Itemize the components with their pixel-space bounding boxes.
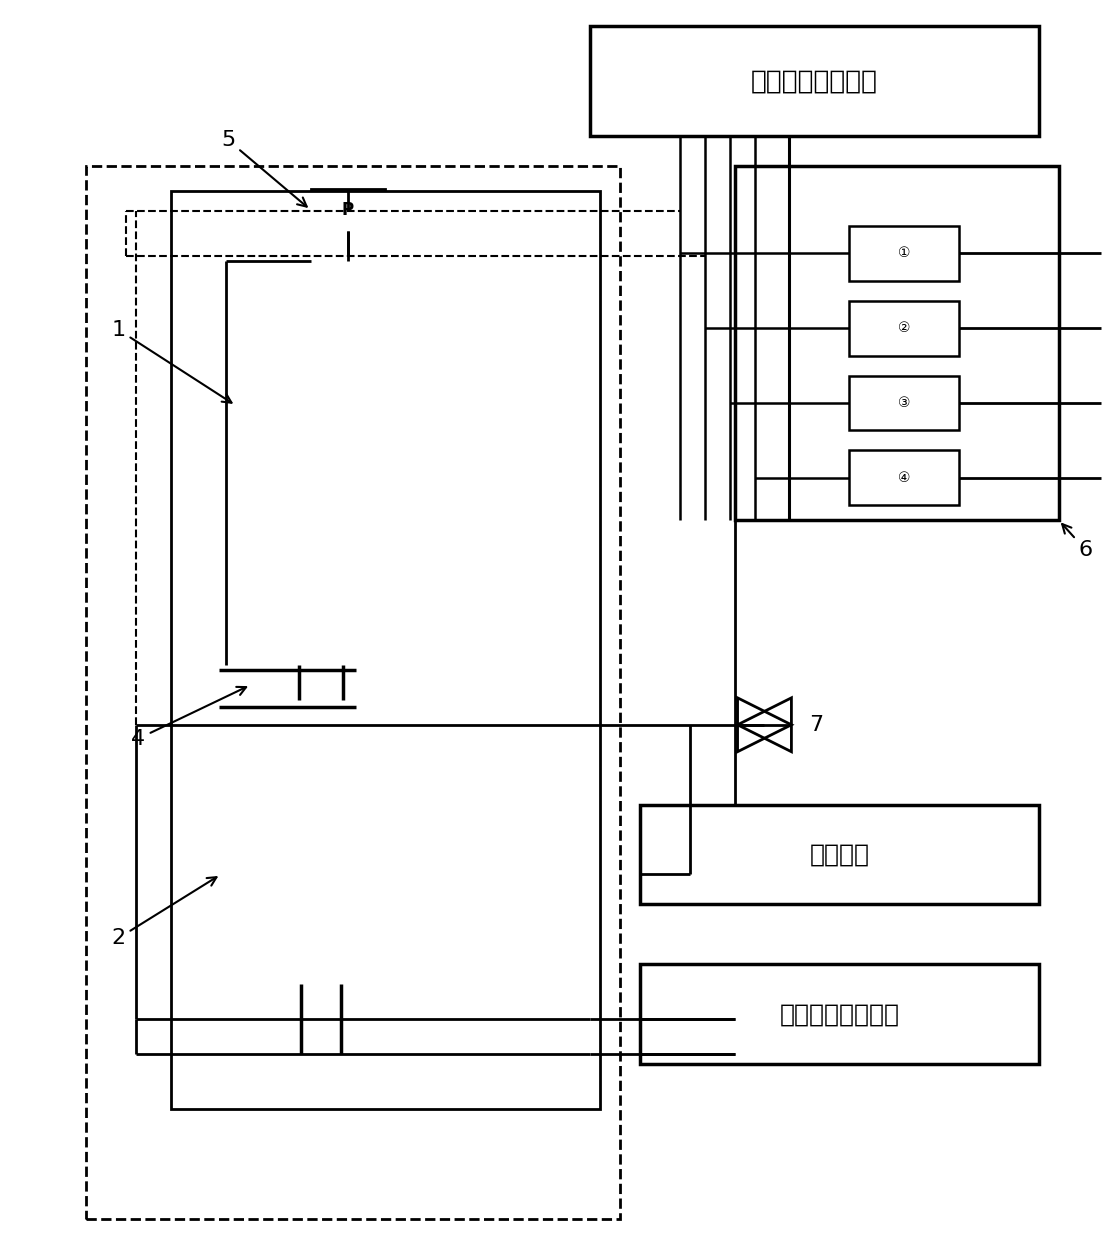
Bar — [849, 451, 960, 506]
Bar — [590, 26, 1039, 136]
Text: 4: 4 — [131, 686, 246, 749]
Bar — [849, 375, 960, 430]
Text: ②: ② — [898, 321, 910, 335]
Text: 2: 2 — [111, 877, 217, 949]
Bar — [311, 190, 385, 231]
Ellipse shape — [211, 695, 430, 984]
Bar — [735, 166, 1059, 521]
FancyBboxPatch shape — [236, 261, 436, 665]
Text: 光纤景象处理单元: 光纤景象处理单元 — [780, 1003, 899, 1027]
Bar — [849, 301, 960, 355]
Text: 5: 5 — [221, 131, 307, 207]
Bar — [640, 804, 1039, 905]
Text: 数据监控处理单元: 数据监控处理单元 — [751, 68, 878, 94]
Bar — [849, 226, 960, 281]
Text: 7: 7 — [810, 715, 823, 734]
Bar — [171, 191, 600, 1109]
Text: ①: ① — [898, 246, 910, 260]
Text: P: P — [342, 201, 354, 218]
Text: 6: 6 — [1062, 525, 1092, 560]
Text: 1: 1 — [111, 320, 231, 403]
Bar — [640, 964, 1039, 1064]
Bar — [86, 166, 620, 1219]
Text: ④: ④ — [898, 471, 910, 484]
Text: ③: ③ — [898, 397, 910, 410]
Text: 西林电桥: 西林电桥 — [810, 842, 869, 866]
